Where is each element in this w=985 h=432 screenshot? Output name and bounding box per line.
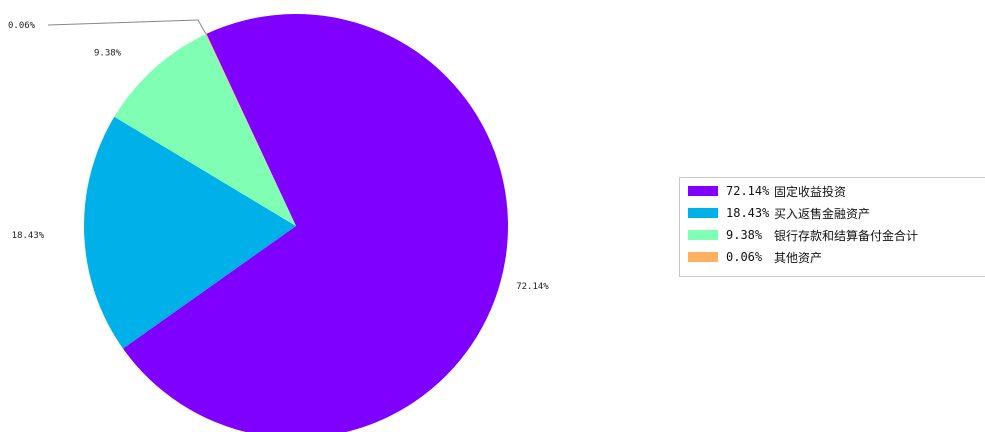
legend-percent: 9.38% [726,228,763,242]
slice-label: 72.14% [516,282,549,292]
slice-label: 18.43% [12,231,45,241]
legend-swatch [688,230,718,240]
legend-swatch [688,252,718,262]
slice-reverse-repo [84,116,297,349]
legend-swatch [688,208,718,218]
slice-other-assets [205,33,296,226]
pie-slices [84,14,508,432]
legend-percent: 72.14% [726,184,770,198]
leader-line [47,19,207,35]
slice-fixed-income [123,14,508,432]
pie-labels: 72.14% 18.43% 9.38% 0.06% [8,19,549,292]
slice-bank-deposits [114,34,296,227]
legend-item-fixed-income: 72.14% 固定收益投资 [688,182,846,200]
legend-label: 买入返售金融资产 [774,206,871,221]
legend-item-bank-deposits: 9.38% 银行存款和结算备付金合计 [688,226,918,244]
legend-label: 其他资产 [774,250,823,265]
slice-label: 9.38% [94,48,122,58]
legend-label: 固定收益投资 [774,184,847,199]
legend: 72.14% 固定收益投资 18.43% 买入返售金融资产 9.38% 银行存款… [679,177,985,277]
slice-label: 0.06% [8,21,36,31]
legend-percent: 18.43% [726,206,770,220]
legend-label: 银行存款和结算备付金合计 [774,228,919,243]
legend-percent: 0.06% [726,250,763,264]
legend-item-reverse-repo: 18.43% 买入返售金融资产 [688,204,870,222]
legend-swatch [688,186,718,196]
legend-item-other-assets: 0.06% 其他资产 [688,248,822,266]
